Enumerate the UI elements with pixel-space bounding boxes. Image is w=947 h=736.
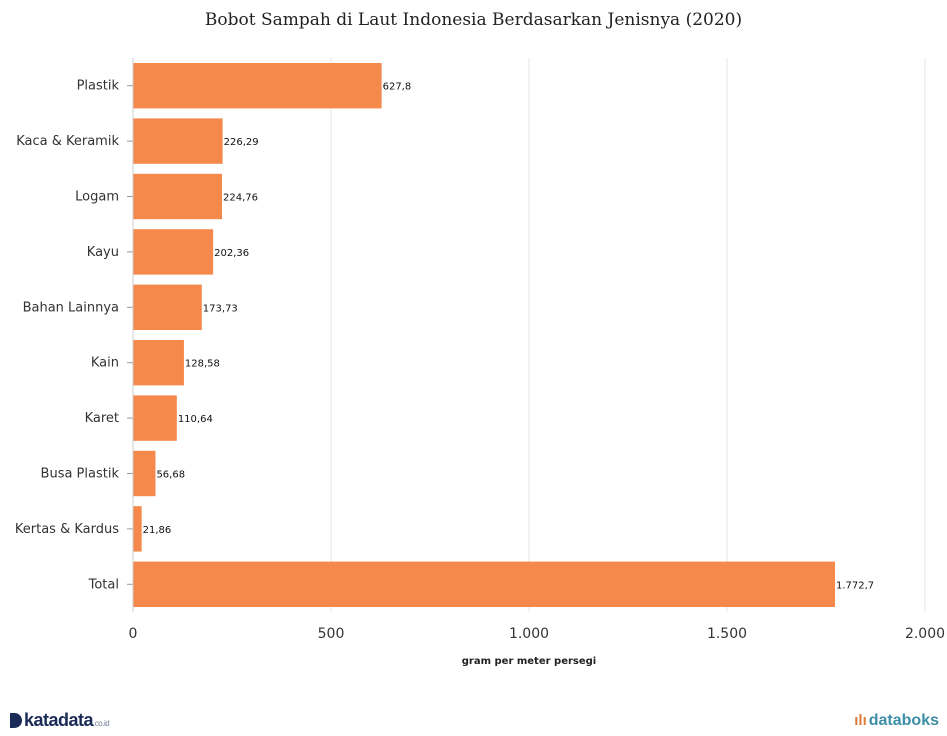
bar xyxy=(133,506,142,552)
databoks-logo: ılı databoks xyxy=(854,712,939,730)
data-label: 1.772,7 xyxy=(836,580,874,591)
bar xyxy=(133,561,835,607)
x-tick-label: 1.000 xyxy=(509,626,549,642)
bar xyxy=(133,63,382,109)
category-label: Total xyxy=(88,577,119,592)
bar xyxy=(133,229,214,275)
category-label: Busa Plastik xyxy=(41,467,120,482)
data-label: 128,58 xyxy=(185,359,220,370)
x-tick-label: 1.500 xyxy=(707,626,747,642)
katadata-logo: katadata.co.id xyxy=(10,710,110,731)
x-tick-label: 0 xyxy=(129,626,138,642)
bar xyxy=(133,118,223,164)
data-label: 110,64 xyxy=(178,414,213,425)
category-label: Plastik xyxy=(77,79,120,94)
category-label: Karet xyxy=(85,411,119,426)
category-label: Bahan Lainnya xyxy=(23,300,119,315)
x-axis-title: gram per meter persegi xyxy=(462,656,596,667)
data-label: 224,76 xyxy=(223,193,258,204)
data-label: 173,73 xyxy=(203,303,238,314)
bar xyxy=(133,284,202,330)
data-label: 202,36 xyxy=(214,248,249,259)
databoks-brand: databoks xyxy=(868,712,939,729)
katadata-d-icon xyxy=(10,713,22,728)
category-label: Kaca & Keramik xyxy=(16,134,119,149)
katadata-domain: .co.id xyxy=(93,719,110,728)
data-label: 21,86 xyxy=(143,525,172,536)
bar-chart: Plastik 627,8 Kaca & Keramik 226,29 Logam 224… xyxy=(15,58,945,667)
category-label: Kertas & Kardus xyxy=(15,522,119,537)
x-tick-label: 2.000 xyxy=(905,626,945,642)
bar xyxy=(133,450,156,497)
bar xyxy=(133,340,184,386)
databoks-bars-icon: ılı xyxy=(854,712,867,729)
data-label: 56,68 xyxy=(156,470,185,481)
chart-title: Bobot Sampah di Laut Indonesia Berdasark… xyxy=(204,10,743,30)
category-label: Logam xyxy=(75,190,119,205)
data-label: 226,29 xyxy=(224,137,259,148)
bar xyxy=(133,395,177,441)
data-label: 627,8 xyxy=(383,82,412,93)
bar xyxy=(133,173,223,220)
category-label: Kayu xyxy=(87,245,119,260)
x-tick-label: 500 xyxy=(318,626,345,642)
katadata-brand: katadata xyxy=(24,710,94,730)
category-label: Kain xyxy=(91,356,119,371)
